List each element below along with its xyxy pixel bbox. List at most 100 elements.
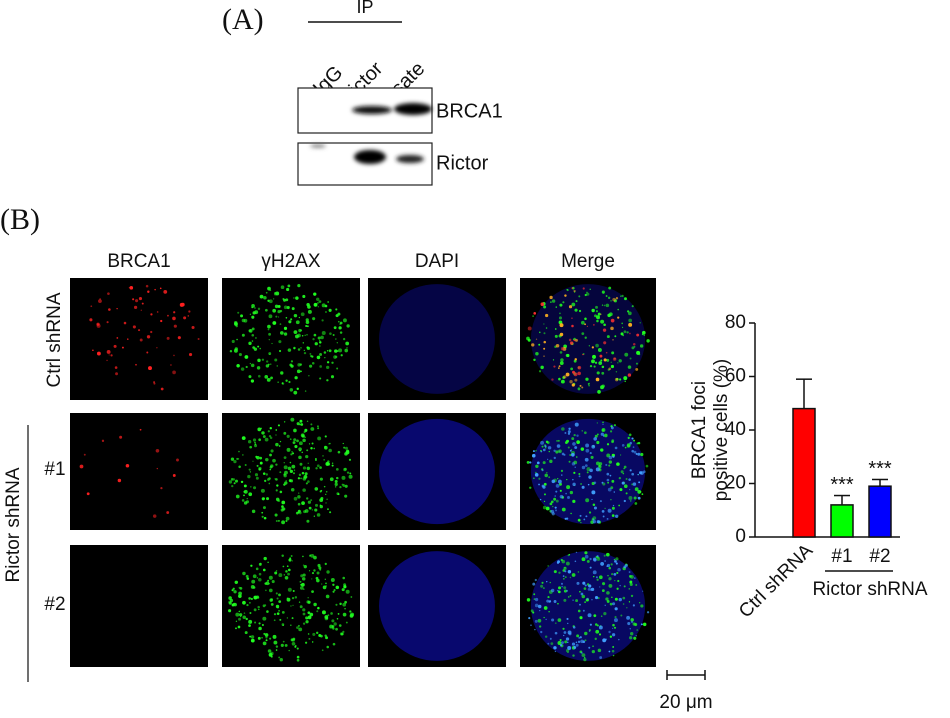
speckle xyxy=(285,317,288,319)
speckle xyxy=(616,587,619,590)
speckle xyxy=(296,439,299,443)
speckle xyxy=(183,316,187,320)
speckle xyxy=(319,504,323,509)
speckle xyxy=(341,475,346,480)
speckle xyxy=(197,338,200,341)
speckle xyxy=(629,441,632,445)
speckle xyxy=(286,597,289,600)
speckle xyxy=(296,658,300,662)
speckle xyxy=(559,312,561,315)
speckle xyxy=(571,302,576,307)
speckle xyxy=(584,639,587,642)
speckle xyxy=(568,427,571,430)
speckle xyxy=(258,608,260,611)
significance: *** xyxy=(868,458,892,480)
speckle xyxy=(153,382,156,385)
speckle xyxy=(565,492,567,495)
micrograph xyxy=(70,278,208,400)
speckle xyxy=(562,301,565,304)
speckle xyxy=(268,435,272,438)
speckle xyxy=(296,422,300,426)
speckle xyxy=(609,635,613,638)
speckle xyxy=(578,637,580,639)
speckle xyxy=(282,565,285,568)
speckle xyxy=(601,481,604,484)
speckle xyxy=(139,338,143,342)
speckle xyxy=(339,486,342,489)
speckle xyxy=(609,602,613,606)
speckle xyxy=(320,583,323,585)
speckle xyxy=(331,361,334,364)
speckle xyxy=(535,352,539,356)
speckle xyxy=(627,373,632,377)
speckle xyxy=(115,372,119,376)
speckle xyxy=(256,577,259,579)
speckle xyxy=(345,449,350,453)
speckle xyxy=(265,291,268,294)
speckle xyxy=(274,304,279,309)
speckle xyxy=(263,295,267,300)
speckle xyxy=(316,571,320,575)
speckle xyxy=(592,557,597,561)
speckle xyxy=(116,337,119,339)
speckle xyxy=(613,424,617,427)
speckle xyxy=(602,421,604,424)
speckle xyxy=(329,511,332,514)
speckle xyxy=(573,471,576,474)
speckle xyxy=(326,498,328,501)
speckle xyxy=(305,324,308,328)
speckle xyxy=(257,358,261,363)
speckle xyxy=(600,359,603,362)
speckle xyxy=(270,376,273,380)
speckle xyxy=(586,325,589,328)
speckle xyxy=(246,497,248,500)
speckle xyxy=(559,489,562,492)
speckle xyxy=(324,356,326,359)
speckle xyxy=(557,641,562,645)
speckle xyxy=(552,505,554,508)
speckle xyxy=(276,484,279,487)
speckle xyxy=(275,429,278,431)
speckle xyxy=(550,642,554,646)
speckle xyxy=(596,555,599,558)
speckle xyxy=(555,306,557,308)
speckle xyxy=(321,610,326,615)
speckle xyxy=(156,467,158,470)
speckle xyxy=(303,349,306,352)
speckle xyxy=(293,496,298,501)
speckle xyxy=(581,465,586,470)
speckle xyxy=(345,589,350,594)
speckle xyxy=(589,365,593,368)
speckle xyxy=(569,380,573,384)
speckle xyxy=(588,511,592,514)
speckle xyxy=(571,317,573,320)
speckle xyxy=(282,507,286,511)
speckle xyxy=(586,559,590,563)
speckle xyxy=(606,443,610,446)
micrograph xyxy=(70,545,208,667)
speckle xyxy=(259,461,263,465)
speckle xyxy=(288,649,290,652)
speckle xyxy=(277,381,279,383)
speckle xyxy=(612,357,617,361)
speckle xyxy=(546,472,548,474)
speckle xyxy=(286,565,289,568)
speckle xyxy=(575,643,579,647)
speckle xyxy=(344,494,348,498)
speckle xyxy=(234,580,239,585)
speckle xyxy=(283,462,285,464)
speckle xyxy=(313,515,315,517)
speckle xyxy=(160,319,163,323)
speckle xyxy=(559,638,562,642)
speckle xyxy=(296,369,301,374)
speckle xyxy=(187,315,190,317)
speckle xyxy=(628,318,633,323)
speckle xyxy=(281,554,284,558)
speckle xyxy=(300,312,305,317)
speckle xyxy=(264,308,268,312)
speckle xyxy=(345,446,348,450)
speckle xyxy=(540,450,543,453)
speckle xyxy=(611,351,615,355)
speckle xyxy=(166,511,170,514)
speckle xyxy=(253,444,258,448)
